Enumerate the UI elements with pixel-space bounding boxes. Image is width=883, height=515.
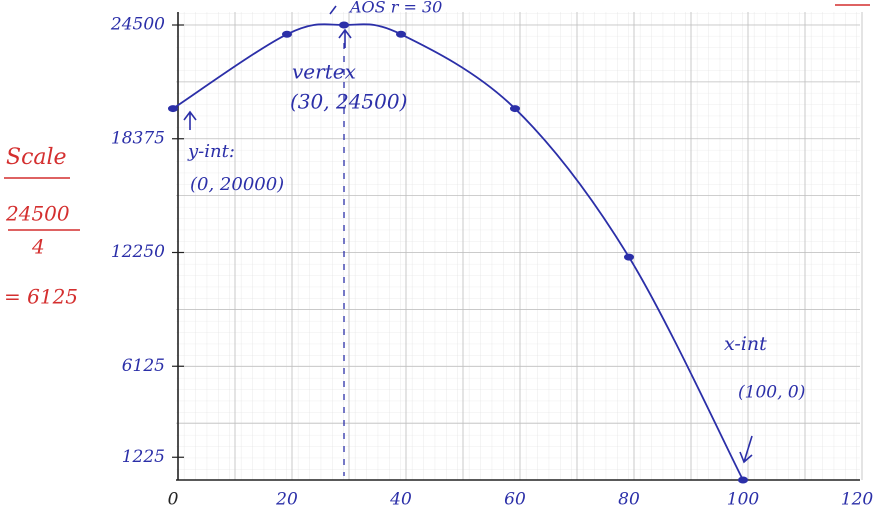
annotation: (30, 24500) (290, 90, 407, 114)
y-tick-label: 18375 (111, 128, 165, 148)
point (396, 30, 406, 38)
point (738, 476, 748, 484)
x-tick-label: 80 (618, 490, 640, 510)
annotation: AOS r = 30 (348, 0, 442, 17)
annotation: (100, 0) (738, 383, 805, 403)
annotation: y-int: (187, 141, 235, 162)
point (282, 30, 292, 38)
point (168, 105, 178, 113)
annotation: Scale (6, 145, 67, 170)
x-tick-label: 20 (275, 490, 298, 510)
annotation: vertex (292, 60, 356, 84)
point (624, 253, 634, 261)
y-tick-label: 1225 (122, 447, 165, 467)
y-tick-label: 24500 (110, 15, 165, 35)
y-tick-label: 6125 (122, 356, 165, 376)
y-tick-label: 12250 (111, 242, 165, 262)
annotation: 4 (31, 235, 45, 259)
annotation: = 6125 (4, 285, 78, 309)
plot: 1225 6125 12250 18375 24500 0 20 40 60 80 100 120 AO… (4, 0, 873, 510)
annotation: 24500 (5, 202, 70, 226)
x-tick-label: 120 (841, 490, 874, 510)
hand-mark (329, 5, 337, 15)
annotation: (0, 20000) (190, 174, 284, 195)
grid-paper (176, 12, 860, 480)
x-tick-label: 100 (727, 490, 760, 510)
x-tick-label: 40 (389, 490, 412, 510)
x-tick-label: 0 (168, 490, 179, 510)
x-tick-label: 60 (504, 490, 526, 510)
point (339, 21, 349, 29)
hand-mark (183, 110, 197, 130)
hand-mark (739, 435, 753, 464)
hand-mark (338, 28, 352, 48)
annotation: x-int (724, 333, 767, 355)
point (510, 105, 520, 113)
